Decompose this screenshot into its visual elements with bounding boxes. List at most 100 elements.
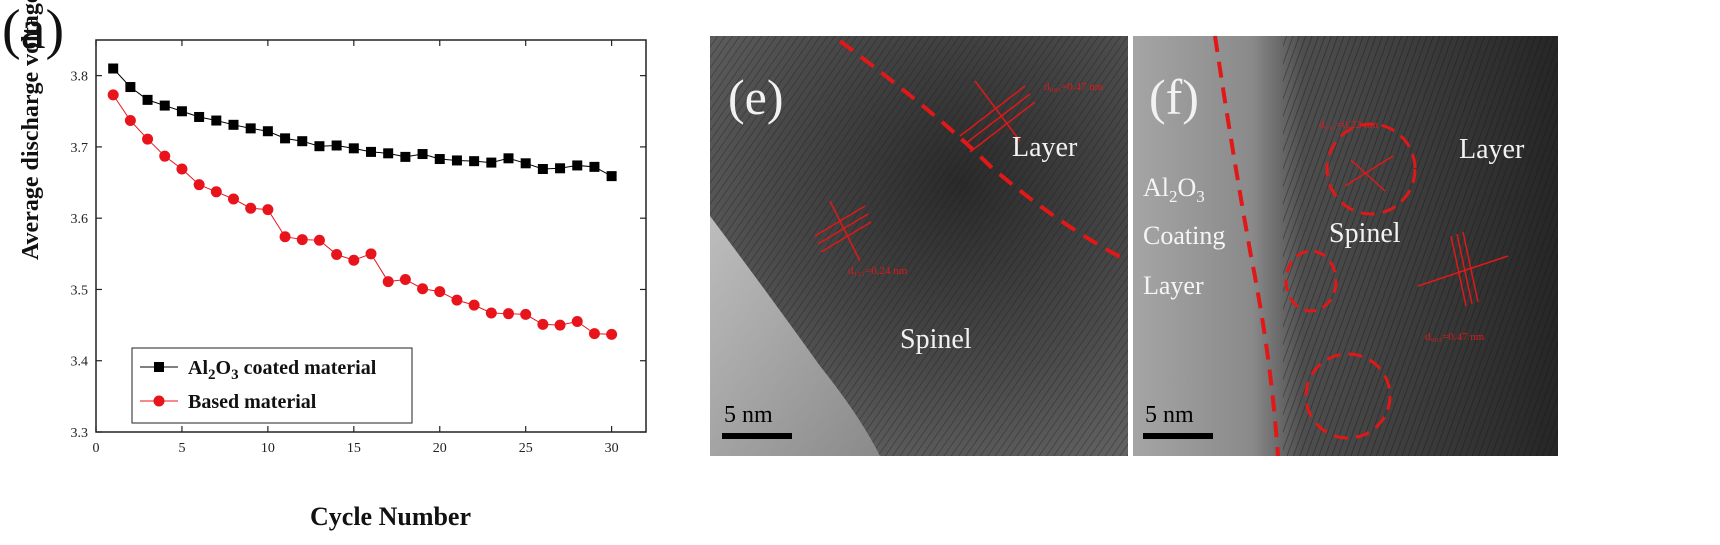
- data-point-based: [417, 283, 429, 295]
- y-tick-label: 3.5: [71, 283, 89, 298]
- legend: Al2O3 coated material Based material: [131, 347, 413, 424]
- tem-f-lattice-marker-top: [1344, 155, 1394, 192]
- tem-e-d-spacing-top: d₀₀₃=0.47 nm: [1044, 81, 1104, 93]
- data-point-coated: [262, 126, 273, 137]
- data-point-based: [451, 294, 463, 306]
- data-point-coated: [348, 143, 359, 154]
- legend-label-based: Based material: [188, 391, 317, 413]
- data-point-coated: [331, 140, 342, 151]
- legend-label-coated-sub2: 3: [231, 367, 239, 383]
- tem-e-layer-label: Layer: [1012, 132, 1078, 163]
- panel-a-letter: (a): [2, 0, 65, 61]
- data-point-coated: [537, 164, 548, 175]
- data-point-based: [313, 234, 325, 246]
- data-point-based: [124, 115, 136, 127]
- data-point-coated: [142, 94, 153, 105]
- data-point-based: [399, 273, 411, 285]
- legend-box: [131, 347, 413, 424]
- data-point-coated: [451, 155, 462, 166]
- data-point-based: [331, 249, 343, 261]
- tem-e-spinel-label: Spinel: [900, 324, 972, 355]
- data-point-based: [485, 307, 497, 319]
- tem-f-d-spacing-top: d₁₁₁=0.22 nm: [1319, 119, 1379, 131]
- x-tick-label: 30: [605, 441, 619, 456]
- y-tick-label: 3.7: [71, 141, 89, 156]
- tem-e-vacuum-region: [710, 216, 880, 456]
- data-point-based: [210, 186, 222, 198]
- data-point-based: [434, 286, 446, 298]
- data-point-coated: [555, 163, 566, 174]
- legend-marker-coated: [154, 362, 164, 372]
- data-point-coated: [520, 158, 531, 169]
- data-point-coated: [503, 153, 514, 164]
- data-point-coated: [211, 115, 222, 126]
- data-point-coated: [176, 106, 187, 117]
- legend-label-coated-o: O: [216, 357, 232, 379]
- data-point-coated: [469, 156, 480, 167]
- data-point-coated: [434, 154, 445, 165]
- data-point-based: [279, 231, 291, 243]
- tem-f-coating-o: O: [1178, 173, 1197, 202]
- data-point-based: [606, 328, 618, 340]
- series-group: [107, 63, 618, 340]
- tem-e-scale-bar: [722, 433, 792, 439]
- tem-f-scale-bar-label: 5 nm: [1145, 402, 1194, 428]
- data-point-coated: [589, 161, 600, 172]
- data-point-based: [382, 276, 394, 288]
- data-point-coated: [400, 151, 411, 162]
- tem-f-coating-sub3: 3: [1196, 187, 1205, 206]
- data-point-coated: [245, 123, 256, 134]
- data-point-based: [554, 319, 566, 331]
- legend-label-coated-sub1: 2: [208, 367, 216, 383]
- data-point-coated: [159, 100, 170, 111]
- data-point-coated: [280, 133, 291, 144]
- axes: 0 5 10 15 20 25 30 3.3 3.4 3.5 3.6 3.7 3.8: [71, 39, 647, 456]
- tem-f-letter: (f): [1149, 69, 1199, 125]
- data-point-coated: [108, 63, 119, 74]
- data-point-coated: [606, 171, 617, 182]
- data-point-coated: [572, 160, 583, 171]
- y-tick-label: 3.3: [71, 426, 89, 441]
- tem-f-coating-layer-label: Layer: [1143, 271, 1204, 300]
- data-point-based: [228, 193, 239, 205]
- data-point-based: [262, 204, 274, 216]
- tem-image-f: d₁₁₁=0.22 nm d₀₀₃=0.47 nm (f) Layer Spin…: [1133, 36, 1558, 456]
- data-point-coated: [366, 146, 376, 157]
- legend-label-coated: Al2O3 coated material: [188, 357, 377, 383]
- legend-marker-based: [153, 395, 165, 407]
- tem-f-circle-bottom: [1304, 352, 1392, 440]
- data-point-coated: [228, 119, 239, 130]
- tem-e-d-spacing-mid: d₁₁₁=0.24 nm: [848, 265, 908, 277]
- data-point-coated: [314, 141, 325, 152]
- data-point-coated: [486, 157, 497, 168]
- x-axis-label: Cycle Number: [310, 502, 472, 531]
- tem-f-circle-top: [1325, 122, 1417, 216]
- x-tick-label: 10: [261, 441, 275, 456]
- tem-f-spinel-label: Spinel: [1329, 218, 1401, 249]
- x-tick-label: 20: [433, 441, 447, 456]
- tem-f-layer-label: Layer: [1459, 134, 1525, 165]
- y-tick-label: 3.6: [71, 212, 89, 227]
- data-point-based: [520, 308, 532, 320]
- tem-f-coating-al: Al: [1143, 173, 1169, 202]
- tem-e-scale-bar-label: 5 nm: [724, 402, 773, 428]
- tem-f-coating-label: Coating: [1143, 221, 1225, 250]
- legend-label-coated-suffix: coated material: [239, 357, 377, 379]
- voltage-chart: 0 5 10 15 20 25 30 3.3 3.4 3.5 3.6 3.7 3.8 Al2O3 coa…: [71, 39, 647, 456]
- data-point-based: [107, 89, 119, 101]
- tem-f-lattice-fringes: [1283, 36, 1558, 456]
- data-point-based: [537, 318, 549, 330]
- data-point-based: [588, 328, 600, 340]
- series-line-coated: [112, 68, 612, 177]
- series-line-based: [112, 94, 612, 335]
- data-point-based: [571, 316, 583, 328]
- y-tick-label: 3.8: [71, 70, 89, 85]
- tem-e-lattice-marker-mid: [814, 200, 872, 262]
- data-point-based: [159, 150, 171, 162]
- data-point-based: [142, 133, 154, 145]
- data-point-based: [193, 179, 205, 191]
- tem-e-interface-line: [838, 39, 1128, 263]
- data-point-coated: [417, 149, 428, 160]
- tem-image-e-svg: d₀₀₃=0.47 nm d₁₁₁=0.24 nm (e) Layer Spin…: [710, 36, 1128, 456]
